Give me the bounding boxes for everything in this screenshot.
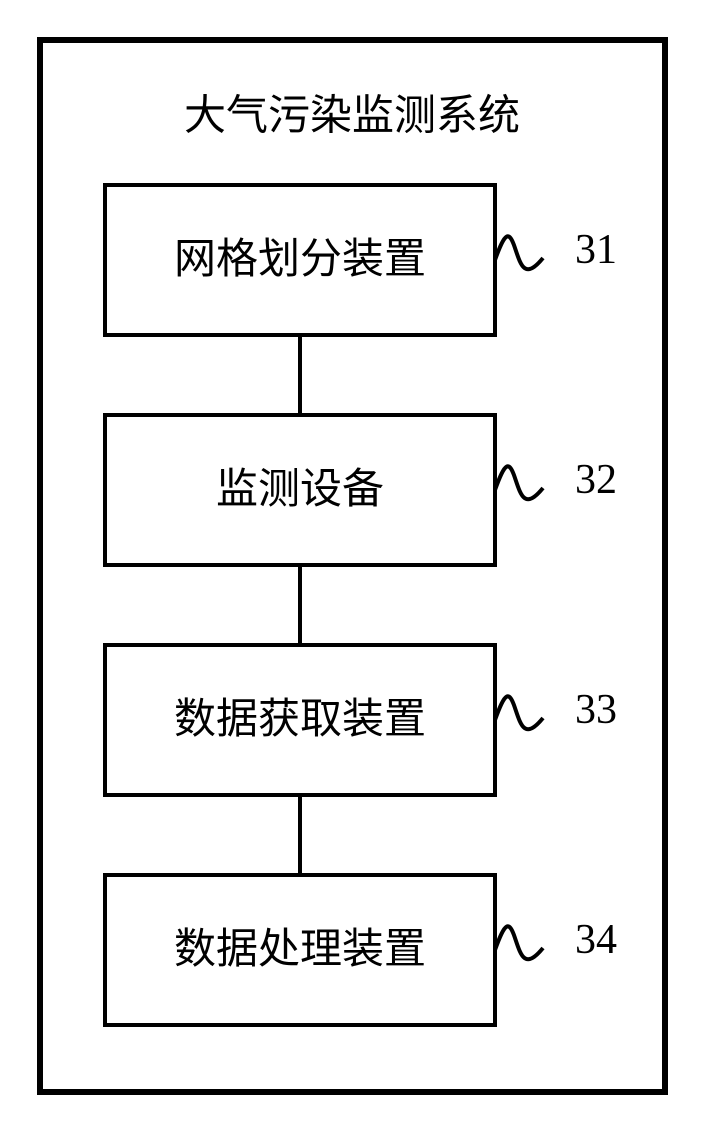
ref-labels-group: 31 32 33 34 xyxy=(495,227,617,963)
ref-label-n33: 33 xyxy=(575,687,617,733)
ref-squiggle-n32 xyxy=(495,466,543,499)
ref-squiggle-n31 xyxy=(495,236,543,269)
node-label-n33: 数据获取装置 xyxy=(174,697,426,743)
ref-label-n32: 32 xyxy=(575,457,617,503)
ref-squiggle-n34 xyxy=(495,926,543,959)
node-label-n31: 网格划分装置 xyxy=(174,237,426,283)
ref-label-n31: 31 xyxy=(575,227,617,273)
system-diagram: 大气污染监测系统 网格划分装置监测设备数据获取装置数据处理装置 31 32 33 34 xyxy=(0,0,705,1132)
ref-squiggle-n33 xyxy=(495,696,543,729)
node-label-n32: 监测设备 xyxy=(216,467,384,513)
ref-label-n34: 34 xyxy=(575,917,617,963)
diagram-title: 大气污染监测系统 xyxy=(184,94,520,140)
node-label-n34: 数据处理装置 xyxy=(174,927,426,973)
